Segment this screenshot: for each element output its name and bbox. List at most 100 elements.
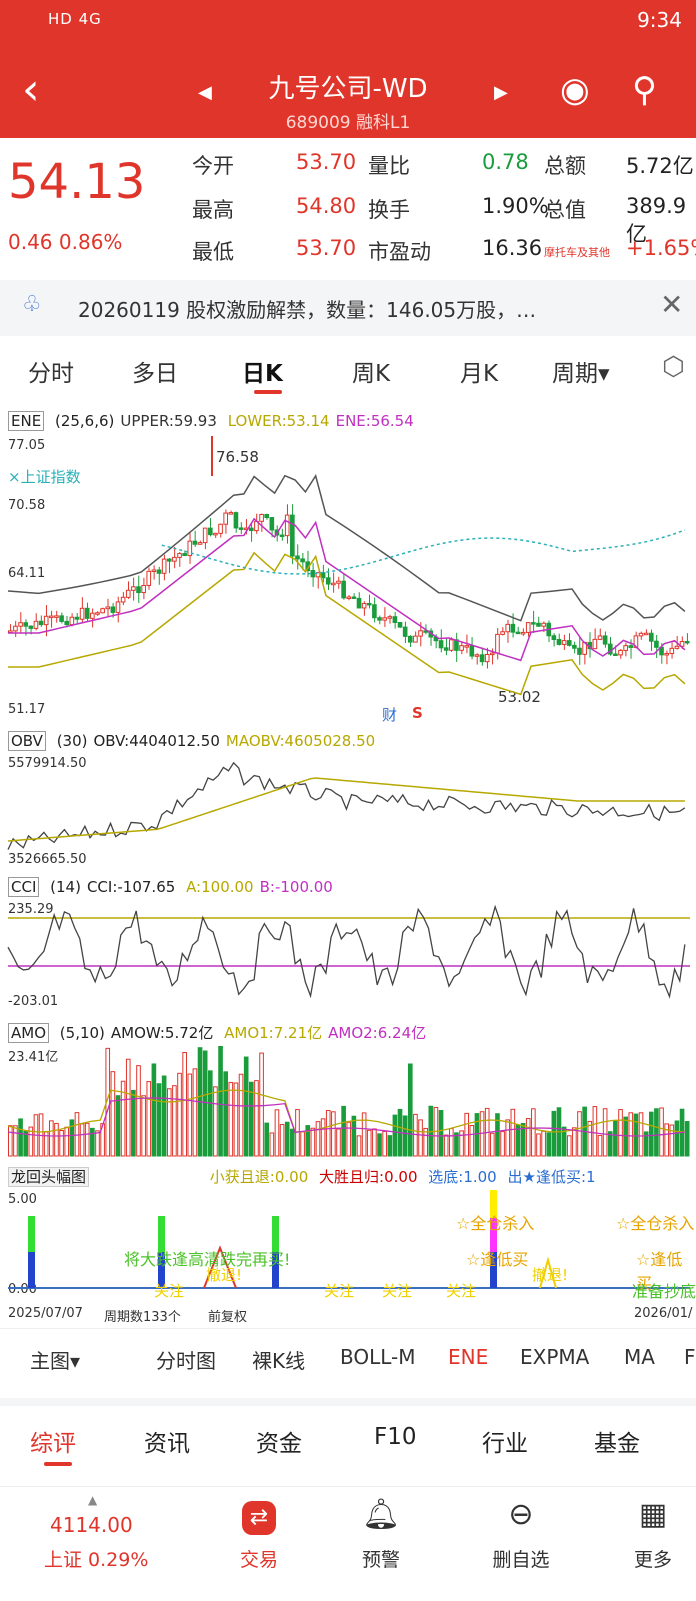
amo-bar [341, 1105, 346, 1157]
ene-candle-body [8, 630, 13, 633]
nav-more[interactable]: 更多 [633, 1549, 672, 1571]
tab-zongping[interactable]: 综评 [30, 1431, 76, 1457]
tab-duori[interactable]: 多日 [132, 361, 178, 387]
amo-bar [592, 1106, 598, 1157]
ene-candle-body [202, 527, 208, 544]
index-overlay-label[interactable]: ×上证指数 [8, 468, 81, 486]
quote-v3-1: 389.9亿 [626, 194, 687, 246]
indicator-ma[interactable]: MA [624, 1345, 655, 1369]
ene-candle-body [38, 620, 44, 626]
tab-yuek[interactable]: 月K [460, 361, 499, 387]
status-time: 9:34 [637, 8, 682, 32]
tab-period[interactable]: 周期▾ [552, 361, 610, 387]
nav-alert[interactable]: 预警 [361, 1549, 400, 1571]
amo-bar [633, 1113, 639, 1157]
finance-marker[interactable]: 财 [382, 706, 398, 724]
ene-candle-body [397, 622, 403, 628]
ene-header[interactable]: ENE (25,6,6) UPPER:59.93 LOWER:53.14 ENE:5… [8, 411, 420, 431]
tab-hangye[interactable]: 行业 [482, 1431, 528, 1457]
amo-bar [500, 1131, 505, 1157]
next-stock-icon[interactable]: ▶ [494, 82, 508, 103]
nav-remove-watch[interactable]: 删自选 [492, 1549, 550, 1571]
ene-candle-body [638, 632, 644, 637]
ene-candle-body [136, 586, 141, 594]
grid-more-icon[interactable]: ▦ [638, 1497, 668, 1532]
bell-alert-icon[interactable]: 🔔︎ [361, 1497, 401, 1532]
index-value[interactable]: 4114.00 [50, 1513, 133, 1537]
obv-chart [7, 761, 686, 850]
nav-trade[interactable]: 交易 [239, 1549, 278, 1571]
settings-icon[interactable]: ⬡ [662, 352, 685, 382]
obv-header[interactable]: OBV (30) OBV:4404012.50 MAOBV:4605028.50 [8, 731, 381, 751]
ene-candle-body [310, 570, 316, 578]
index-overlay-line [161, 529, 686, 575]
tab-zijin[interactable]: 资金 [256, 1431, 302, 1457]
close-icon[interactable]: ✕ [660, 288, 684, 321]
ene-chart [7, 436, 690, 696]
indicator-more[interactable]: F [684, 1345, 696, 1369]
tab-rik[interactable]: 日K [242, 361, 283, 387]
cci-header[interactable]: CCI (14) CCI:-107.65 A:100.00 B:-100.00 [8, 877, 339, 897]
ene-candle-body [387, 616, 393, 619]
amo-bar [551, 1110, 557, 1157]
amo-bar [495, 1113, 500, 1157]
amo-bar [407, 1063, 413, 1157]
amo-bar [131, 1089, 136, 1157]
remove-watchlist-icon[interactable]: ⊖ [508, 1497, 534, 1532]
amo-bar [269, 1132, 275, 1157]
tab-zhouk[interactable]: 周K [352, 361, 391, 387]
dragon-header[interactable]: 龙回头幅图 小获且退:0.00 大胜且归:0.00 选底:1.00 出★逢低买:… [8, 1166, 602, 1187]
ene-candle-body [28, 625, 34, 629]
dragon-focus-2: 关注 [324, 1282, 355, 1300]
prev-stock-icon[interactable]: ◀ [198, 82, 212, 103]
amo-bar [166, 1088, 172, 1157]
dragon-signal-bar [490, 1216, 497, 1272]
amo-bar [351, 1115, 357, 1157]
adjust-mode[interactable]: 前复权 [208, 1310, 248, 1325]
ene-candle-body [207, 527, 213, 536]
maobv-line [7, 777, 685, 842]
ene-candle-body [54, 615, 59, 618]
ene-candle-body [290, 514, 295, 557]
quote-v3-0: 5.72亿 [626, 154, 694, 178]
amo-bar [156, 1083, 162, 1157]
ene-candle-body [484, 653, 490, 663]
quote-l1-0: 今开 [192, 154, 234, 178]
ene-candle-body [331, 582, 336, 586]
robot-icon[interactable]: ◉ [560, 70, 590, 110]
ene-candle-body [448, 639, 454, 651]
ene-candle-body [79, 607, 85, 620]
amo-bar [459, 1130, 464, 1157]
quote-l3-2: 摩托车及其他 [544, 246, 610, 259]
ene-candle-body [479, 654, 485, 663]
back-button[interactable]: ‹ [22, 64, 40, 115]
quote-l3-1: 总值 [544, 198, 586, 222]
amo-bar [356, 1135, 362, 1157]
ene-candle-body [613, 653, 618, 657]
search-icon[interactable]: ⚲ [632, 70, 657, 110]
indicator-boll-m[interactable]: BOLL-M [340, 1345, 416, 1369]
ene-candle-body [284, 514, 290, 537]
indicator-expma[interactable]: EXPMA [520, 1345, 590, 1369]
tab-fenshi[interactable]: 分时 [28, 361, 74, 387]
amo-bar [151, 1063, 157, 1157]
ene-candle-body [664, 652, 669, 656]
main-chart-select[interactable]: 主图▾ [30, 1349, 81, 1373]
tab-jijin[interactable]: 基金 [594, 1431, 640, 1457]
ene-candle-body [577, 647, 582, 655]
indicator-luokxian[interactable]: 裸K线 [252, 1349, 306, 1373]
amo-header[interactable]: AMO (5,10) AMOW:5.72亿 AMO1:7.21亿 AMO2:6.24… [8, 1022, 432, 1043]
tab-f10[interactable]: F10 [374, 1424, 417, 1450]
index-label[interactable]: 上证 0.29% [44, 1549, 149, 1571]
trade-icon[interactable]: ⇄ [214, 1497, 304, 1535]
ene-candle-body [464, 645, 470, 648]
tab-zixun[interactable]: 资讯 [144, 1431, 190, 1457]
index-up-icon: ▲ [88, 1493, 98, 1507]
indicator-fenshitu[interactable]: 分时图 [156, 1349, 216, 1373]
quote-v1-0: 53.70 [296, 150, 357, 174]
ene-candle-body [520, 631, 526, 635]
indicator-ene[interactable]: ENE [448, 1345, 489, 1369]
cci-chart [7, 904, 690, 999]
ene-candle-body [187, 540, 193, 557]
notice-bar[interactable]: ♧ 20260119 股权激励解禁，数量：146.05万股，… ✕ [0, 280, 696, 336]
